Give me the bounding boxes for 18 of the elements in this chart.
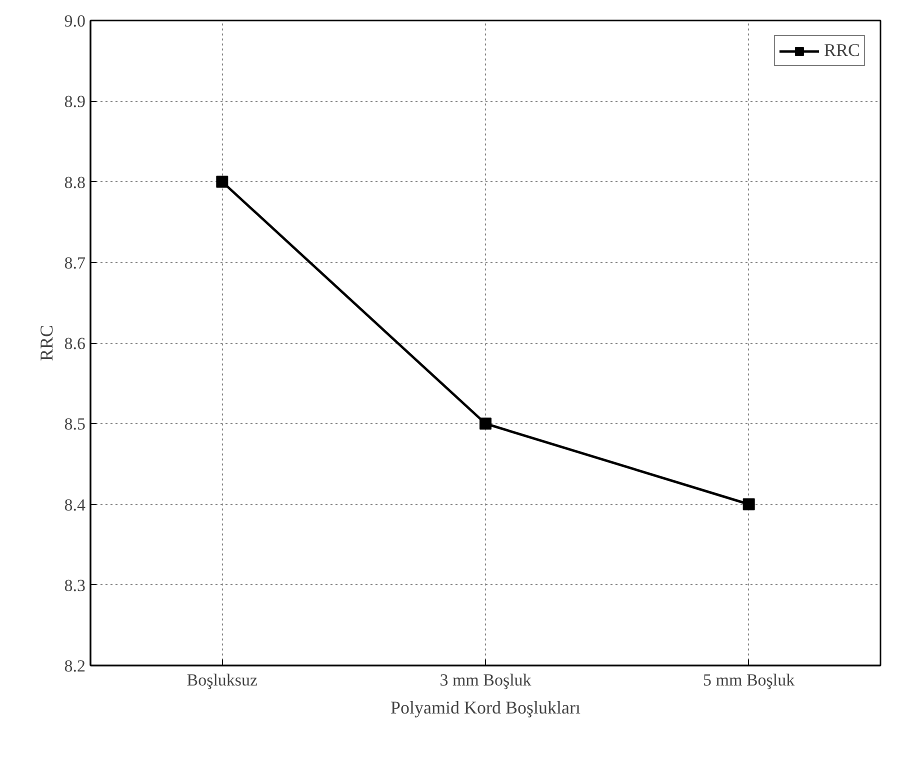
y-tick-label: 8.6	[64, 334, 86, 353]
y-tick-label: 8.7	[64, 253, 86, 272]
x-axis-title: Polyamid Kord Boşlukları	[390, 698, 581, 718]
y-tick-label: 8.9	[64, 92, 86, 112]
y-tick-label: 8.3	[64, 576, 86, 595]
x-tick-label: 5 mm Boşluk	[703, 670, 796, 690]
y-tick-label: 8.8	[64, 172, 86, 192]
point	[480, 418, 492, 430]
y-axis-title: RRC	[36, 324, 56, 362]
x-tick-label: 3 mm Boşluk	[440, 670, 532, 690]
legend-label: RRC	[824, 40, 860, 61]
y-tick-label: 8.4	[64, 495, 86, 514]
y-tick-label: 9.0	[64, 12, 86, 30]
point	[216, 176, 228, 188]
point	[742, 498, 755, 510]
x-tick-label: Boşluksuz	[186, 670, 258, 690]
y-tick-label: 8.5	[64, 414, 86, 434]
y-tick-label: 8.2	[64, 656, 86, 676]
